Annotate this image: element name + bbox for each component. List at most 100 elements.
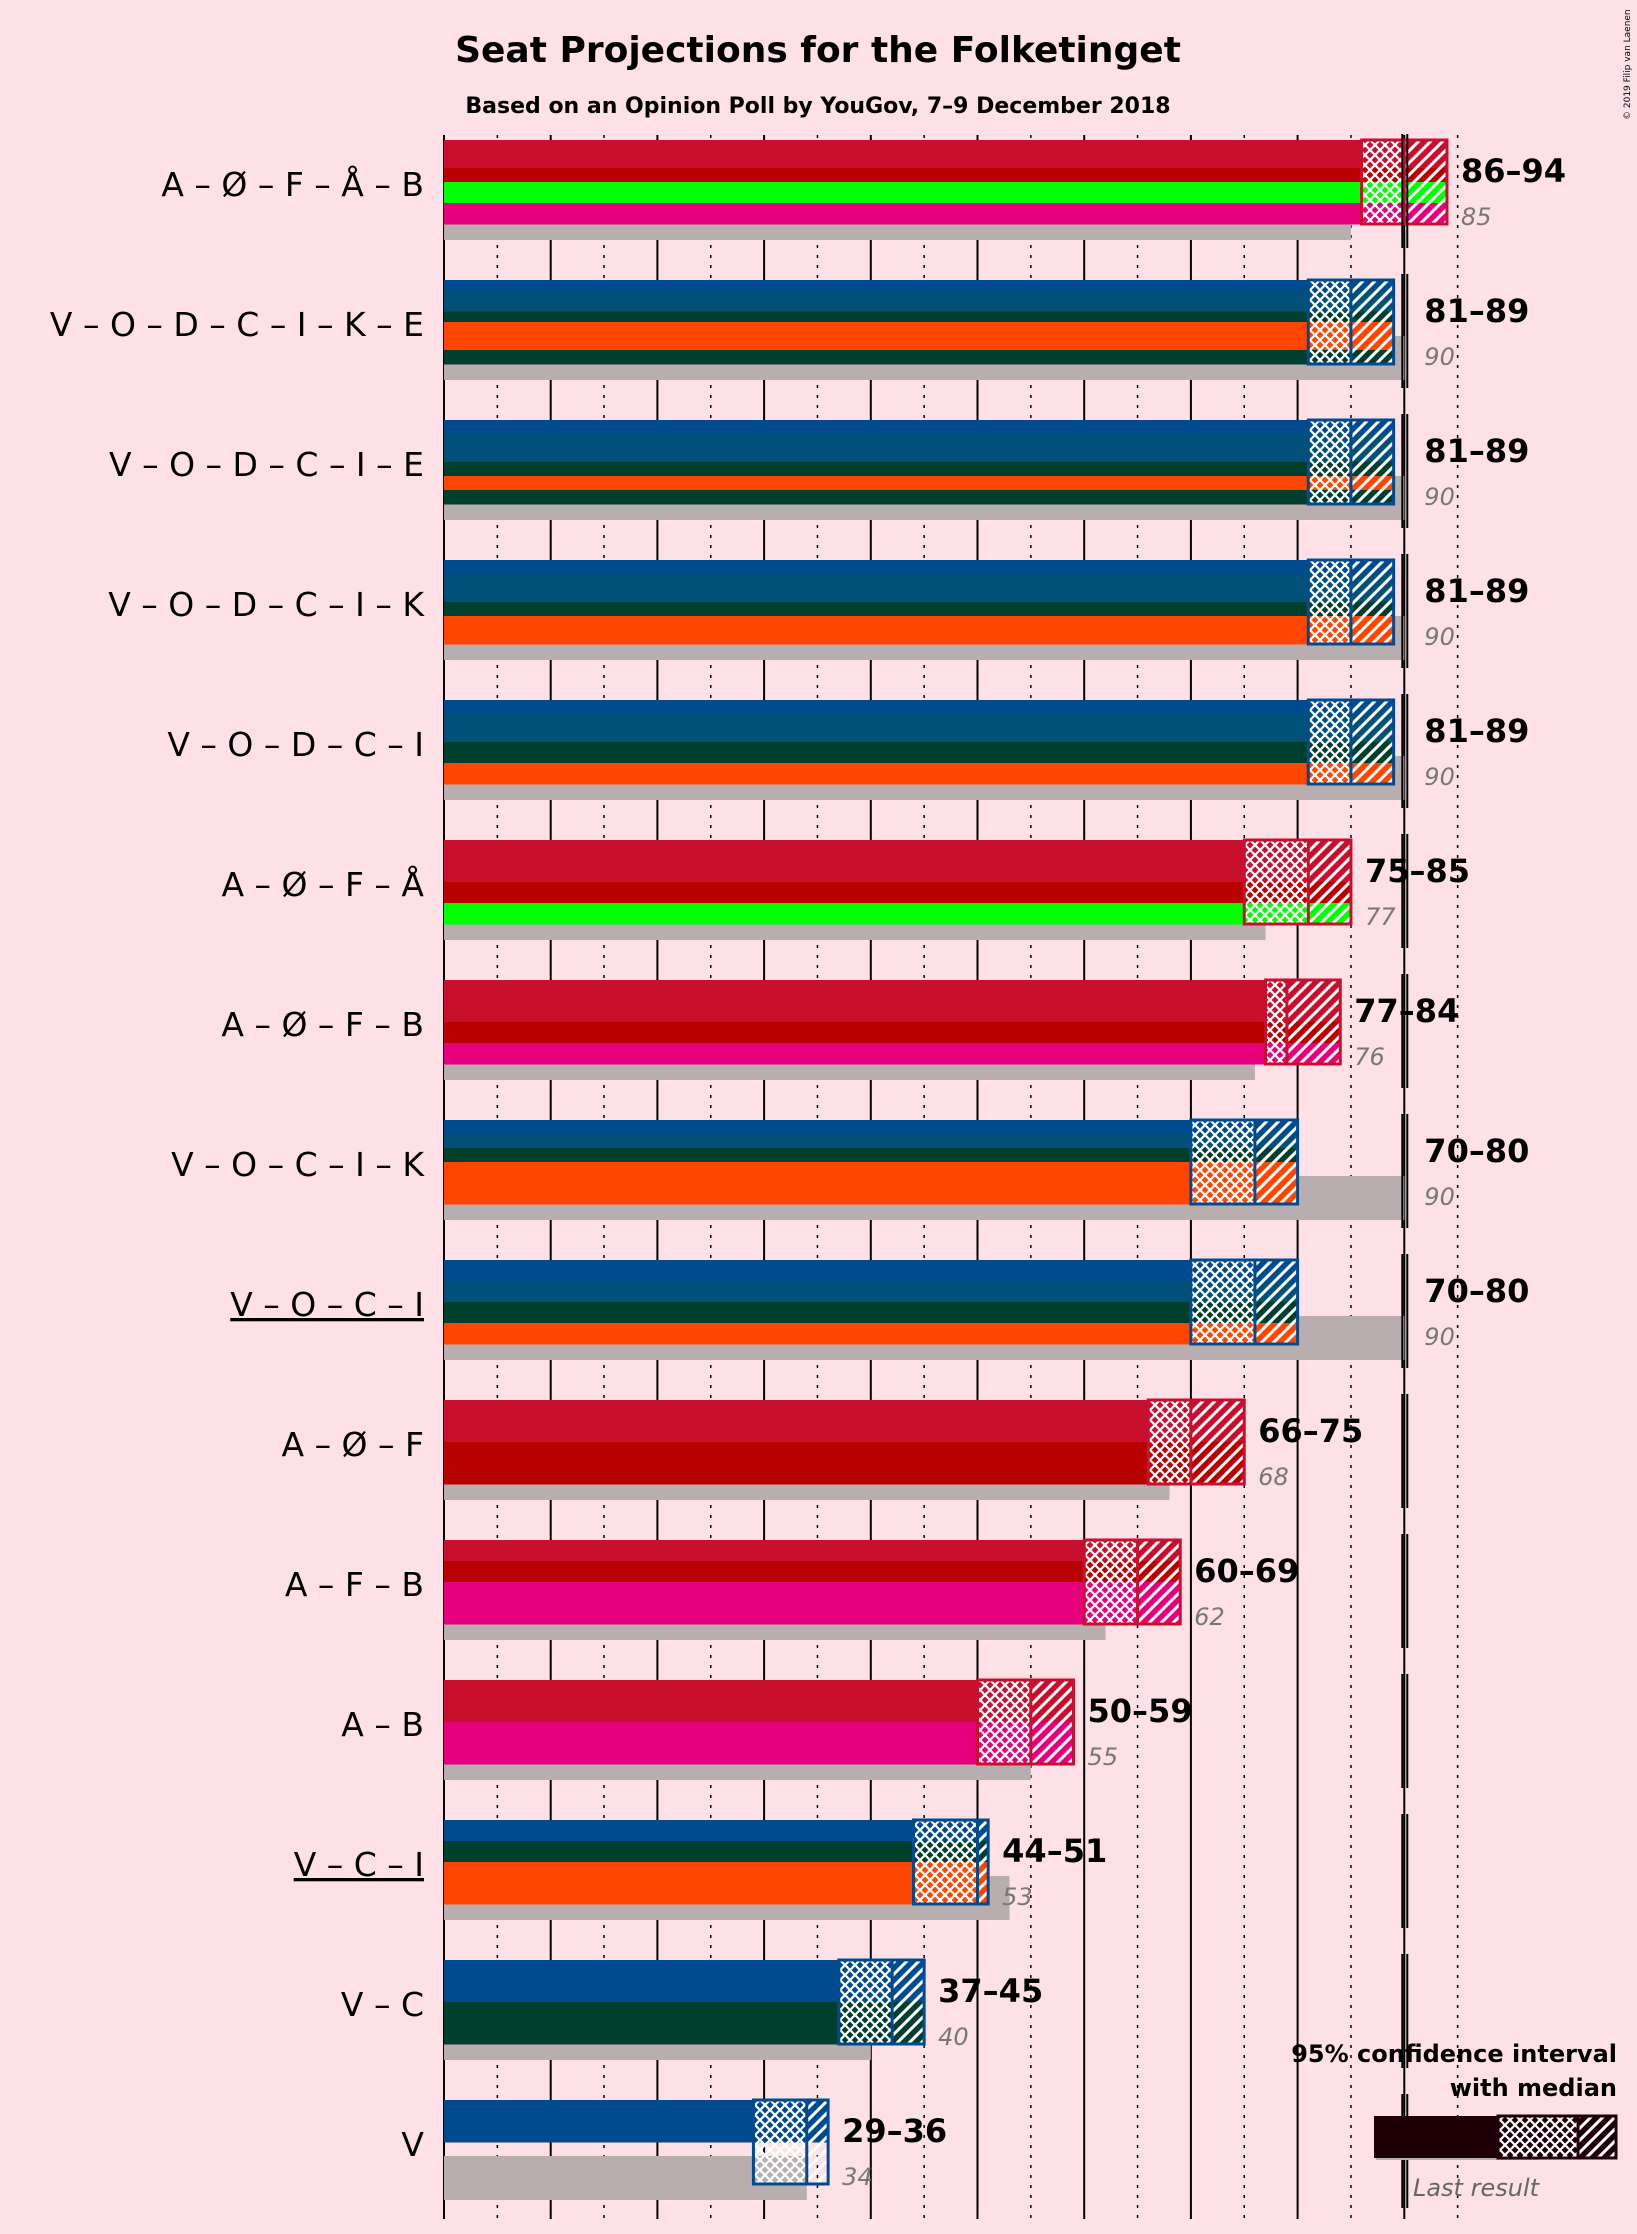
last-result-label: 90 bbox=[1424, 623, 1455, 651]
range-label: 77–84 bbox=[1354, 992, 1459, 1030]
bar-band-I bbox=[444, 763, 1394, 785]
bar-band-I bbox=[444, 616, 1394, 631]
ci-upper-hatch bbox=[1190, 1400, 1245, 1484]
row-label: V – O – D – C – I – K – E bbox=[50, 305, 424, 344]
bar-band-C bbox=[444, 1148, 1298, 1163]
row-label: V – O – C – I – K bbox=[171, 1145, 425, 1184]
ci-lower-hatch bbox=[1084, 1540, 1138, 1624]
range-label: 81–89 bbox=[1424, 572, 1529, 610]
bar-band-A bbox=[444, 980, 1341, 1002]
ci-upper-hatch bbox=[892, 1960, 925, 2044]
ci-lower-hatch bbox=[838, 1960, 893, 2044]
bar-band-K bbox=[444, 336, 1394, 351]
range-label: 29–36 bbox=[842, 2112, 947, 2150]
bar-band-I bbox=[444, 1162, 1298, 1184]
bar-band-Å bbox=[444, 182, 1447, 204]
range-label: 75–85 bbox=[1365, 852, 1470, 890]
bar-band-E bbox=[444, 350, 1394, 365]
last-result-label: 77 bbox=[1365, 903, 1396, 931]
row-label: V – O – D – C – I – E bbox=[109, 445, 424, 484]
bar-band-D bbox=[444, 588, 1394, 603]
ci-lower-hatch bbox=[1361, 140, 1405, 224]
row-2: V – O – D – C – I – K – E 81–89 90 bbox=[50, 274, 1529, 388]
bar-band-K bbox=[444, 1183, 1298, 1205]
row-4: V – O – D – C – I – K 81–89 90 bbox=[108, 554, 1529, 668]
bar-band-I bbox=[444, 1323, 1298, 1345]
row-6: A – Ø – F – Å 75–85 77 bbox=[221, 834, 1470, 948]
row-label: V – C – I bbox=[294, 1845, 424, 1884]
last-result-label: 68 bbox=[1258, 1463, 1289, 1491]
ci-outline bbox=[911, 1818, 990, 1906]
range-label: 50–59 bbox=[1088, 1692, 1193, 1730]
bar-band-C bbox=[444, 462, 1394, 477]
bar-band-C bbox=[444, 1841, 989, 1863]
bar-band-Ø bbox=[444, 861, 1351, 883]
bar-band-E bbox=[444, 490, 1394, 505]
row-14: V – C 37–45 40 bbox=[341, 1954, 1409, 2068]
ci-upper-hatch bbox=[1350, 700, 1394, 784]
bar-band-C bbox=[444, 602, 1394, 617]
legend-last-result-label: Last result bbox=[1413, 2174, 1541, 2202]
row-8: V – O – C – I – K 70–80 90 bbox=[171, 1114, 1529, 1228]
bar-band-O bbox=[444, 574, 1394, 589]
range-label: 66–75 bbox=[1258, 1412, 1363, 1450]
range-label: 81–89 bbox=[1424, 292, 1529, 330]
ci-outline bbox=[1146, 1398, 1246, 1486]
ci-upper-hatch bbox=[977, 1820, 989, 1904]
range-label: 60–69 bbox=[1194, 1552, 1299, 1590]
bar-band-K bbox=[444, 630, 1394, 645]
bar-band-D bbox=[444, 448, 1394, 463]
ci-lower-hatch bbox=[913, 1820, 978, 1904]
range-label: 86–94 bbox=[1461, 152, 1566, 190]
bar-band-O bbox=[444, 290, 1394, 302]
bar-band-O bbox=[444, 434, 1394, 449]
bar-band-F bbox=[444, 1561, 1181, 1583]
ci-lower-hatch bbox=[1308, 700, 1351, 784]
last-result-label: 90 bbox=[1424, 1183, 1455, 1211]
bar-band-I bbox=[444, 476, 1394, 491]
ci-lower-hatch bbox=[1148, 1400, 1191, 1484]
ci-lower-hatch bbox=[1190, 1260, 1255, 1344]
bar-band-V bbox=[444, 700, 1394, 715]
chart-subtitle: Based on an Opinion Poll by YouGov, 7–9 … bbox=[465, 94, 1170, 119]
legend-ci-upper-hatch bbox=[1578, 2116, 1616, 2158]
bar-band-Ø bbox=[444, 1001, 1341, 1023]
ci-lower-hatch bbox=[1308, 420, 1351, 504]
row-label: A – B bbox=[341, 1705, 424, 1744]
legend-title-line2: with median bbox=[1450, 2074, 1617, 2102]
ci-upper-hatch bbox=[1286, 980, 1341, 1064]
row-9: V – O – C – I 70–80 90 bbox=[230, 1254, 1529, 1368]
last-result-label: 90 bbox=[1424, 763, 1455, 791]
bar-band-F bbox=[444, 1022, 1341, 1044]
ci-upper-hatch bbox=[1254, 1120, 1298, 1204]
range-label: 70–80 bbox=[1424, 1132, 1529, 1170]
row-10: A – Ø – F 66–75 68 bbox=[282, 1394, 1409, 1508]
range-label: 81–89 bbox=[1424, 432, 1529, 470]
row-3: V – O – D – C – I – E 81–89 90 bbox=[109, 414, 1529, 528]
ci-outline bbox=[1189, 1118, 1300, 1206]
legend-ci-outline bbox=[1496, 2114, 1618, 2160]
last-result-label: 55 bbox=[1088, 1743, 1119, 1771]
chart-title: Seat Projections for the Folketinget bbox=[455, 30, 1181, 71]
bar-band-D bbox=[444, 301, 1394, 312]
last-result-label: 90 bbox=[1424, 343, 1455, 371]
bar-band-C bbox=[444, 742, 1394, 764]
range-label: 44–51 bbox=[1002, 1832, 1107, 1870]
bar-band-B bbox=[444, 1582, 1181, 1625]
copyright-note: © 2019 Filip van Laenen bbox=[1623, 9, 1633, 120]
legend-title-line1: 95% confidence interval bbox=[1291, 2040, 1617, 2068]
bar-band-B bbox=[444, 1043, 1341, 1065]
ci-lower-hatch bbox=[1308, 560, 1351, 644]
row-label: V – O – D – C – I bbox=[167, 725, 424, 764]
row-label: A – Ø – F – Å – B bbox=[161, 164, 424, 204]
last-result-label: 40 bbox=[938, 2023, 969, 2051]
ci-lower-hatch bbox=[1190, 1120, 1255, 1204]
row-label: A – Ø – F – B bbox=[221, 1005, 424, 1044]
ci-lower-hatch bbox=[977, 1680, 1031, 1764]
bar-band-V bbox=[444, 1820, 989, 1842]
last-result-bar bbox=[444, 2156, 807, 2200]
bar-band-B bbox=[444, 203, 1447, 225]
bar-band-V bbox=[444, 1120, 1298, 1135]
ci-outline bbox=[976, 1678, 1076, 1766]
